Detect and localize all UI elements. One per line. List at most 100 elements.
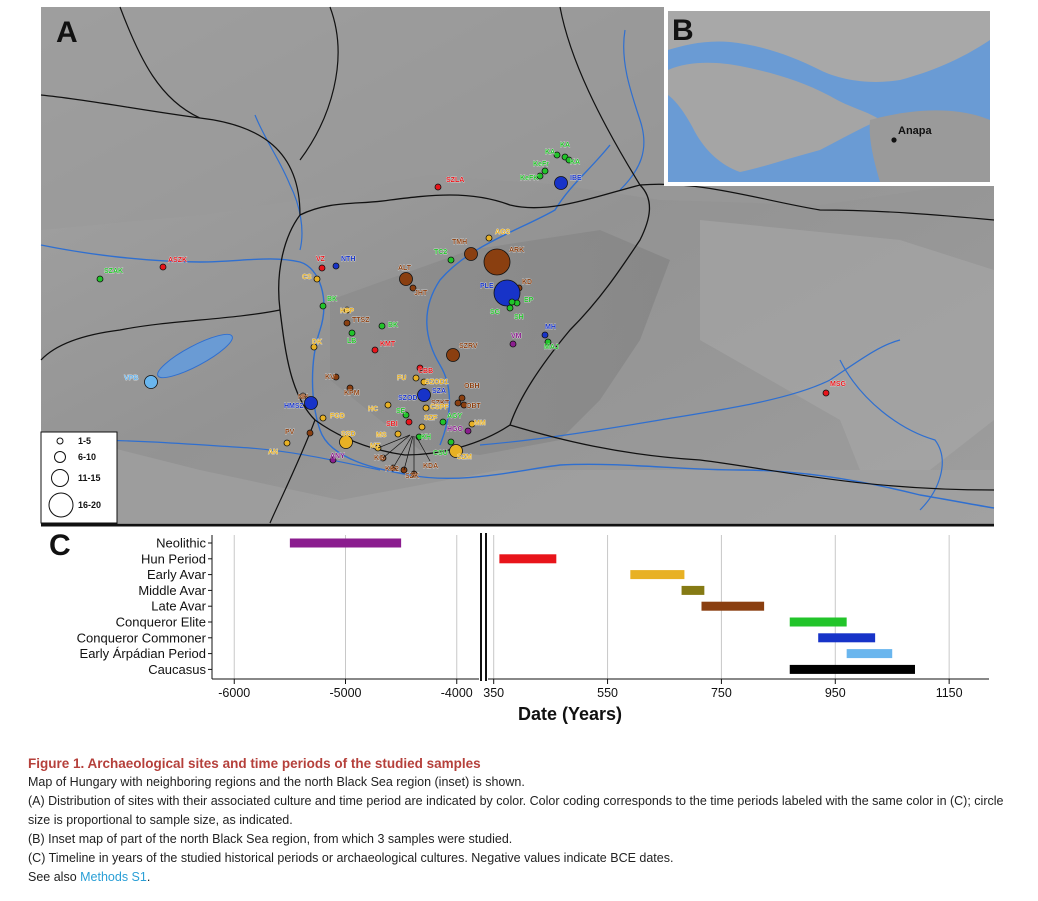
site-label: KG xyxy=(374,455,385,462)
site-marker xyxy=(299,392,307,400)
see-also-suffix: . xyxy=(146,870,151,884)
inset-crimea xyxy=(668,62,880,172)
legend-circle-1 xyxy=(56,437,64,445)
site-label: SZAK xyxy=(104,268,123,275)
site-label: SZLA xyxy=(446,177,464,184)
site-marker xyxy=(306,429,314,437)
legend-label-3: 11-15 xyxy=(78,473,101,483)
site-label: KK2 xyxy=(385,466,399,473)
site-label: HMSZ xyxy=(284,403,305,410)
site-label: JHT xyxy=(414,290,428,297)
river-prut xyxy=(619,29,645,191)
legend-label-4: 16-20 xyxy=(78,500,101,510)
site-label: EP xyxy=(524,297,534,304)
site-marker xyxy=(378,322,386,330)
site-label: CBB xyxy=(418,368,433,375)
site-marker xyxy=(483,248,511,276)
site-marker xyxy=(319,414,327,422)
period-bar xyxy=(499,554,557,564)
river-olt xyxy=(839,359,943,511)
site-marker xyxy=(339,435,353,449)
site-label: MAJ xyxy=(544,344,559,351)
site-marker xyxy=(159,263,167,271)
caption-line-4: (C) Timeline in years of the studied his… xyxy=(28,851,674,865)
anapa-marker xyxy=(891,137,897,143)
site-marker xyxy=(468,420,476,428)
site-label: VZ xyxy=(316,256,326,263)
site-label: SG xyxy=(490,309,501,316)
see-also-prefix: See also xyxy=(28,870,81,884)
category-label: Early Avar xyxy=(147,567,207,582)
site-label: AGY xyxy=(447,413,463,420)
site-marker xyxy=(343,319,351,327)
site-marker xyxy=(447,438,455,446)
site-label: HGO xyxy=(447,426,464,433)
site-label: PLE xyxy=(480,283,494,290)
site-marker xyxy=(405,418,413,426)
period-bar xyxy=(701,601,765,611)
site-marker xyxy=(439,418,447,426)
site-label: VPB xyxy=(124,375,138,382)
figure: A SZLA ASZK SZAK VPB KA KA KA KeFr KeFK IBE AGS TMH… xyxy=(40,6,995,724)
site-marker xyxy=(384,401,392,409)
site-label: KDA xyxy=(423,463,438,470)
period-bar xyxy=(630,570,685,580)
site-marker xyxy=(416,364,424,372)
timeline-bars xyxy=(289,538,915,674)
site-label: KA xyxy=(560,142,570,149)
inset-caucasus xyxy=(869,110,990,182)
site-marker xyxy=(144,375,158,389)
river-vah xyxy=(254,114,303,251)
site-marker xyxy=(464,247,478,261)
site-label: SZRV xyxy=(459,343,478,350)
site-label: CS xyxy=(302,274,312,281)
period-bar xyxy=(681,585,705,595)
site-label: KD xyxy=(522,279,532,286)
site-label: ARK xyxy=(509,247,524,254)
site-label: MSG xyxy=(830,381,847,388)
site-connector-lines xyxy=(377,434,431,474)
site-marker xyxy=(449,444,463,458)
site-marker xyxy=(553,151,561,159)
site-label: SZOD xyxy=(398,395,417,402)
inset-panel: Anapa B xyxy=(664,7,994,186)
inset-north-coast xyxy=(668,11,990,82)
hungary-border xyxy=(278,184,651,456)
site-label: SH xyxy=(514,314,524,321)
category-label: Middle Avar xyxy=(138,583,206,598)
timeline-x-ticks: -6000 -5000 -4000 350 550 750 950 1150 xyxy=(218,679,963,700)
site-marker xyxy=(318,264,326,272)
category-label: Conqueror Commoner xyxy=(77,630,207,645)
site-label: ALT xyxy=(398,265,412,272)
site-label: SZOD1 xyxy=(425,379,448,386)
river-danube xyxy=(40,244,995,509)
site-label: SZKT xyxy=(431,400,450,407)
caption-line-2: (A) Distribution of sites with their ass… xyxy=(28,794,1004,827)
site-marker xyxy=(485,234,493,242)
site-marker xyxy=(310,343,318,351)
river-mures xyxy=(479,339,901,446)
site-marker xyxy=(422,404,430,412)
site-label: NH xyxy=(298,394,308,401)
methods-s1-link[interactable]: Methods S1 xyxy=(80,870,147,884)
site-marker xyxy=(417,388,431,402)
site-marker xyxy=(554,176,568,190)
category-label: Late Avar xyxy=(151,599,206,614)
site-label: KV xyxy=(325,374,335,381)
sites-layer: SZLA ASZK SZAK VPB KA KA KA KeFr KeFK IBE AGS TMH TC… xyxy=(96,142,847,480)
site-marker xyxy=(536,172,544,180)
panel-c-letter: C xyxy=(49,529,71,562)
site-marker xyxy=(565,156,573,164)
site-marker xyxy=(508,298,516,306)
x-tick-label: -5000 xyxy=(330,686,362,700)
site-label: SBI xyxy=(386,421,398,428)
site-label: PV xyxy=(285,429,295,436)
site-label: TTSZ xyxy=(352,317,370,324)
legend-label-1: 1-5 xyxy=(78,436,91,446)
site-label: AN xyxy=(268,449,278,456)
site-marker xyxy=(434,183,442,191)
x-tick-label: 1150 xyxy=(936,686,963,700)
site-label: TMH xyxy=(452,239,467,246)
site-label: BK xyxy=(327,296,337,303)
